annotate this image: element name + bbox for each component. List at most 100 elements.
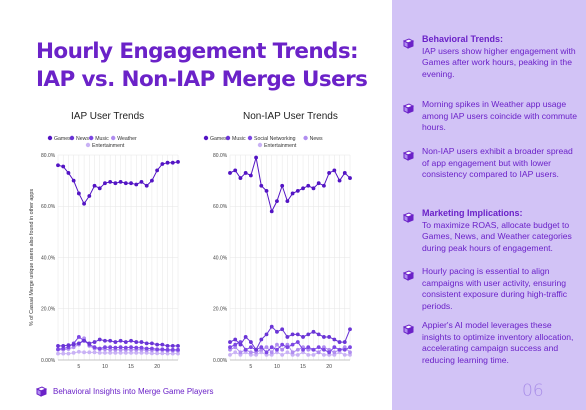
data-point <box>316 332 321 337</box>
x-tick-label: 10 <box>102 364 108 370</box>
x-tick-label: 5 <box>77 364 80 370</box>
data-point <box>243 347 248 352</box>
data-point <box>76 191 81 196</box>
x-tick-label: 5 <box>249 364 252 370</box>
data-point <box>165 347 170 352</box>
data-point <box>238 350 243 355</box>
legend-swatch <box>303 135 308 141</box>
data-point <box>123 340 128 344</box>
legend-label: Entertainment <box>92 143 125 149</box>
data-point <box>348 345 352 350</box>
data-point <box>233 168 238 173</box>
data-point <box>295 188 300 193</box>
data-point <box>243 335 248 339</box>
data-point <box>113 350 118 355</box>
data-point <box>144 346 149 351</box>
insight-body: Non-IAP users exhibit a broader spread o… <box>422 146 573 180</box>
insight-item: Appier's AI model leverages these insigh… <box>403 320 578 366</box>
data-point <box>170 347 175 352</box>
series-line <box>229 351 350 356</box>
data-point <box>129 338 133 343</box>
legend-swatch <box>85 142 91 148</box>
legend-swatch <box>69 135 75 141</box>
chart-title-non-iap: Non-IAP User Trends <box>243 111 338 122</box>
data-point <box>337 347 342 352</box>
data-point <box>269 324 274 329</box>
data-point <box>275 342 279 347</box>
data-point <box>342 347 347 352</box>
y-tick-label: 20.0% <box>41 307 56 313</box>
data-point <box>322 335 326 339</box>
y-tick-label: 80.0% <box>41 153 56 159</box>
x-tick-label: 15 <box>128 364 134 370</box>
data-point <box>113 181 118 186</box>
data-point <box>160 347 165 352</box>
data-point <box>61 164 66 169</box>
data-point <box>295 347 300 352</box>
data-point <box>280 352 285 357</box>
data-point <box>248 350 253 355</box>
x-tick-label: 15 <box>300 364 306 370</box>
data-point <box>295 352 300 357</box>
data-point <box>144 183 149 188</box>
legend-swatch <box>111 135 116 141</box>
data-point <box>275 199 279 204</box>
data-point <box>228 352 232 357</box>
data-point <box>155 342 160 347</box>
data-point <box>66 171 71 175</box>
data-point <box>285 199 290 204</box>
insight-text: Behavioral Trends: IAP users show higher … <box>422 34 578 80</box>
page-number: 06 <box>522 381 544 401</box>
data-point <box>301 347 305 352</box>
data-point <box>139 340 144 344</box>
series-line <box>57 336 178 351</box>
data-point <box>295 332 300 337</box>
data-point <box>118 350 123 355</box>
data-point <box>342 340 347 344</box>
legend-swatch <box>47 135 53 141</box>
data-point <box>129 350 133 355</box>
data-point <box>82 338 86 343</box>
insight-body: Appier's AI model leverages these insigh… <box>422 320 574 365</box>
data-point <box>71 178 76 183</box>
data-point <box>311 329 316 334</box>
data-point <box>139 180 144 184</box>
data-point <box>269 209 274 214</box>
data-point <box>150 346 154 351</box>
insight-body: Morning spikes in Weather app usage amon… <box>422 99 578 133</box>
data-point <box>118 345 123 350</box>
data-point <box>254 155 258 160</box>
data-point <box>134 350 139 355</box>
data-point <box>248 345 253 350</box>
data-point <box>129 181 133 186</box>
data-point <box>306 332 311 337</box>
data-point <box>87 350 92 355</box>
y-tick-label: 40.0% <box>213 255 228 261</box>
cube-icon <box>403 38 414 49</box>
data-point <box>316 181 321 186</box>
data-point <box>306 345 311 350</box>
data-point <box>243 171 248 175</box>
data-point <box>123 181 128 186</box>
insight-item: Behavioral Trends: IAP users show higher … <box>403 34 578 80</box>
data-point <box>103 350 107 355</box>
data-point <box>76 341 81 346</box>
insight-text: Hourly pacing is essential to align camp… <box>422 266 578 312</box>
data-point <box>82 350 86 355</box>
data-point <box>123 350 128 355</box>
data-point <box>316 345 321 350</box>
data-point <box>269 345 274 350</box>
cube-icon <box>403 150 414 161</box>
data-point <box>332 350 337 355</box>
data-point <box>108 345 113 350</box>
data-point <box>280 342 285 347</box>
legend-swatch <box>257 142 263 148</box>
data-point <box>71 342 76 347</box>
data-point <box>71 350 76 355</box>
data-point <box>129 345 133 350</box>
data-point <box>280 347 285 352</box>
data-point <box>228 345 232 350</box>
data-point <box>160 162 165 166</box>
data-point <box>56 163 60 168</box>
data-point <box>327 171 332 175</box>
